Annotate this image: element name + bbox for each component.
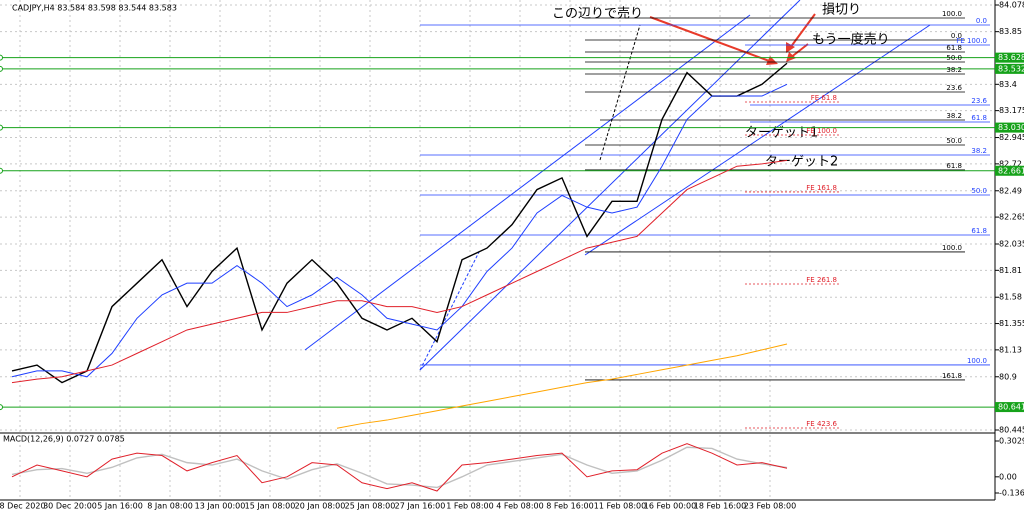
- x-tick-label: 30 Dec 20:00: [43, 502, 97, 511]
- x-tick-label: 15 Jan 08:00: [245, 502, 296, 511]
- price-box-label: 83.628: [998, 53, 1024, 62]
- y-tick-label: 84.078: [999, 1, 1024, 10]
- fib-label: 100.0: [942, 10, 962, 18]
- grid: [0, 0, 995, 500]
- fib-line: [599, 24, 641, 161]
- macd-label: MACD(12,26,9) 0.0727 0.0785: [3, 435, 125, 444]
- price-box-label: 82.661: [998, 166, 1024, 175]
- fib-label: 61.8: [971, 114, 987, 122]
- level-anchor: [0, 167, 3, 174]
- x-tick-label: 13 Jan 00:00: [195, 502, 246, 511]
- fib-label: 161.8: [942, 372, 962, 380]
- y-tick-label: 81.13: [999, 345, 1022, 354]
- fib-label: 100.0: [942, 244, 962, 252]
- arrow-head: [766, 56, 778, 65]
- channel-line: [584, 24, 931, 256]
- fib-label: 38.2: [946, 112, 962, 120]
- x-tick-label: 5 Jan 16:00: [97, 502, 143, 511]
- y-tick-label: 81.355: [999, 319, 1024, 328]
- x-tick-label: 25 Jan 08:00: [345, 502, 396, 511]
- fib-label: 100.0: [967, 357, 987, 365]
- y-tick-label: 81.58: [999, 293, 1022, 302]
- y-tick-label: 82.035: [999, 239, 1024, 248]
- x-tick-label: 1 Feb 08:00: [446, 502, 493, 511]
- y-tick-label: 81.81: [999, 266, 1022, 275]
- y-tick-label: -0.1368: [999, 489, 1024, 498]
- price-box-label: 80.641: [998, 403, 1024, 412]
- y-tick-label: 82.49: [999, 186, 1022, 195]
- channel-line: [304, 14, 751, 351]
- fib-label: FE 423.6: [806, 420, 837, 428]
- x-tick-label: 27 Jan 16:00: [395, 502, 446, 511]
- x-tick-label: 4 Feb 08:00: [496, 502, 543, 511]
- x-tick-label: 16 Feb 00:00: [644, 502, 696, 511]
- x-tick-label: 23 Feb 08:00: [744, 502, 796, 511]
- series-line: [11, 446, 788, 489]
- annotation: この辺りで売り: [552, 6, 643, 22]
- price-box: [995, 122, 1024, 133]
- fib-label: 23.6: [971, 97, 987, 105]
- series-line: [11, 443, 788, 492]
- y-tick-label: 0.3029: [999, 437, 1024, 446]
- level-anchor: [0, 54, 3, 61]
- x-tick-label: 8 Jan 08:00: [147, 502, 193, 511]
- price-box: [995, 52, 1024, 63]
- fib-label: 23.6: [946, 84, 962, 92]
- price-box-label: 83.030: [998, 123, 1024, 132]
- arrow: [649, 16, 773, 63]
- annotation: 損切り: [822, 3, 861, 18]
- arrow: [789, 13, 816, 49]
- y-tick-label: 82.945: [999, 133, 1024, 142]
- y-tick-label: 82.265: [999, 213, 1024, 222]
- series-line: [11, 62, 788, 384]
- fib-label: FE 100.0: [806, 127, 837, 135]
- fib-label: FE 100.0: [956, 37, 987, 45]
- fib-label: 50.0: [946, 137, 962, 145]
- symbol-header: CADJPY,H4 83.584 83.598 83.544 83.583: [12, 4, 177, 13]
- fib-label: 0.0: [951, 32, 962, 40]
- x-tick-label: 20 Jan 08:00: [295, 502, 346, 511]
- fib-label: 38.2: [971, 147, 987, 155]
- x-tick-label: 28 Dec 2020: [0, 502, 46, 511]
- fib-label: 61.8: [946, 44, 962, 52]
- series-line: [336, 343, 788, 429]
- price-box: [995, 402, 1024, 413]
- x-tick-label: 18 Feb 16:00: [694, 502, 746, 511]
- fib-label: FE 261.8: [806, 276, 837, 284]
- fib-label: FE 61.8: [811, 94, 837, 102]
- y-tick-label: 82.72: [999, 159, 1022, 168]
- fib-label: 50.0: [946, 54, 962, 62]
- fib-label: 0.0: [976, 17, 987, 25]
- channel-line: [419, 249, 481, 371]
- fib-label: 50.0: [971, 187, 987, 195]
- fib-label: FE 161.8: [806, 184, 837, 192]
- y-tick-label: 83.175: [999, 106, 1024, 115]
- arrow-head: [786, 52, 796, 62]
- fib-label: 61.8: [971, 227, 987, 235]
- fib-label: 38.2: [946, 66, 962, 74]
- series-line: [11, 83, 788, 378]
- annotation: もう一度売り: [812, 32, 890, 48]
- y-tick-label: 80.9: [999, 372, 1017, 381]
- level-anchor: [0, 124, 3, 131]
- plot: この辺りで売り 損切り もう一度売り ターゲット1 ターゲット2: [0, 0, 995, 429]
- price-box-label: 83.532: [998, 64, 1024, 73]
- level-anchor: [0, 404, 3, 411]
- y-tick-label: 80.445: [999, 426, 1024, 435]
- y-tick-label: 83.4: [999, 80, 1017, 89]
- y-tick-label: 83.85: [999, 27, 1022, 36]
- series-line: [11, 159, 788, 384]
- annotation: ターゲット1: [745, 126, 818, 141]
- x-tick-label: 8 Feb 16:00: [546, 502, 593, 511]
- fib-label: 61.8: [946, 162, 962, 170]
- level-anchor: [0, 65, 3, 72]
- annotation: ターゲット2: [765, 155, 838, 170]
- price-box: [995, 165, 1024, 176]
- y-tick-label: 0.00: [999, 472, 1017, 481]
- price-box: [995, 63, 1024, 74]
- x-tick-label: 11 Feb 08:00: [594, 502, 646, 511]
